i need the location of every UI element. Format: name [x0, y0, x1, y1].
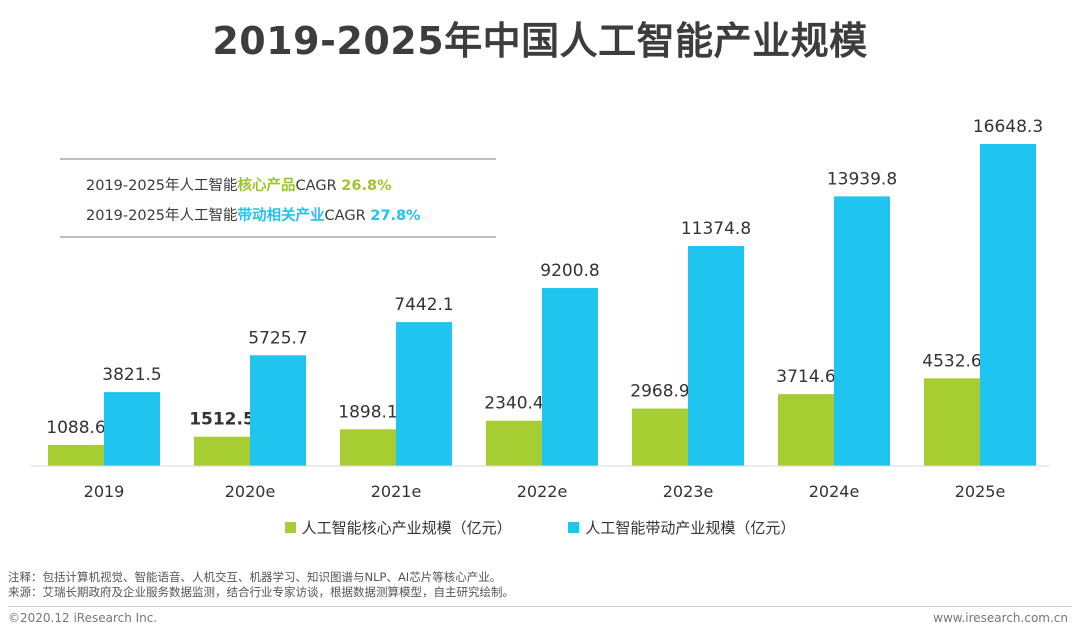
copyright: ©2020.12 iResearch Inc.	[8, 611, 158, 625]
legend-swatch-core	[284, 522, 296, 533]
bar-core-2019	[48, 444, 104, 466]
bar-related-2023e	[688, 245, 744, 466]
footer-divider	[8, 606, 1072, 607]
bar-core-2025e	[924, 378, 980, 466]
bar-related-2024e	[834, 196, 890, 466]
bar-related-2020e	[250, 355, 306, 466]
label-core-2023e: 2968.9	[630, 382, 689, 402]
label-core-2024e: 3714.6	[776, 367, 835, 387]
page-title: 2019-2025年中国人工智能产业规模	[212, 19, 868, 63]
bar-related-2021e	[396, 322, 452, 466]
x-tick-2023e: 2023e	[663, 482, 714, 501]
cagr-core-line: 2019-2025年人工智能核心产品CAGR 26.8%	[86, 178, 392, 194]
x-tick-2024e: 2024e	[809, 482, 860, 501]
label-related-2020e: 5725.7	[248, 328, 307, 348]
label-core-2022e: 2340.4	[484, 394, 543, 414]
label-core-2025e: 4532.6	[922, 351, 981, 371]
cagr-callout: 2019-2025年人工智能核心产品CAGR 26.8% 2019-2025年人…	[60, 158, 496, 238]
legend-item-related: 人工智能带动产业规模（亿元）	[568, 517, 795, 538]
label-core-2019: 1088.6	[46, 418, 105, 438]
label-related-2022e: 9200.8	[540, 261, 599, 281]
label-related-2019: 3821.5	[102, 365, 161, 385]
cagr-related-value: 27.8%	[370, 208, 421, 224]
source-text: 来源：艾瑞长期政府及企业服务数据监测，结合行业专家访谈，根据数据测算模型，自主研…	[8, 585, 514, 599]
cagr-related-line: 2019-2025年人工智能带动相关产业CAGR 27.8%	[86, 208, 421, 224]
x-tick-2025e: 2025e	[955, 482, 1006, 501]
note-text: 注释：包括计算机视觉、智能语音、人机交互、机器学习、知识图谱与NLP、AI芯片等…	[8, 570, 502, 584]
bar-core-2024e	[778, 394, 834, 466]
label-core-2021e: 1898.1	[338, 402, 397, 422]
website-link[interactable]: www.iresearch.com.cn	[933, 611, 1068, 625]
bar-related-2025e	[980, 144, 1036, 466]
bar-core-2022e	[486, 420, 542, 466]
legend-item-core: 人工智能核心产业规模（亿元）	[284, 517, 512, 538]
bar-related-2022e	[542, 288, 598, 466]
label-related-2023e: 11374.8	[681, 219, 751, 239]
bar-core-2023e	[632, 408, 688, 466]
bar-core-2020e	[194, 436, 250, 466]
chart-legend: 人工智能核心产业规模（亿元） 人工智能带动产业规模（亿元）	[0, 517, 1080, 538]
x-tick-2020e: 2020e	[225, 482, 276, 501]
label-related-2025e: 16648.3	[973, 117, 1043, 137]
x-tick-2021e: 2021e	[371, 482, 422, 501]
label-related-2024e: 13939.8	[827, 169, 897, 189]
bar-core-2021e	[340, 429, 396, 466]
cagr-core-value: 26.8%	[341, 178, 392, 194]
x-tick-2019: 2019	[84, 482, 125, 501]
notes: 注释：包括计算机视觉、智能语音、人机交互、机器学习、知识图谱与NLP、AI芯片等…	[8, 570, 514, 600]
label-related-2021e: 7442.1	[394, 295, 453, 315]
x-tick-2022e: 2022e	[517, 482, 568, 501]
legend-swatch-related	[568, 522, 580, 533]
bar-chart: 1088.6 3821.5 2019 1512.5 5725.7 2020e 1898.1 7…	[30, 117, 1050, 501]
label-core-2020e: 1512.5	[189, 410, 255, 430]
bar-related-2019	[104, 392, 160, 466]
